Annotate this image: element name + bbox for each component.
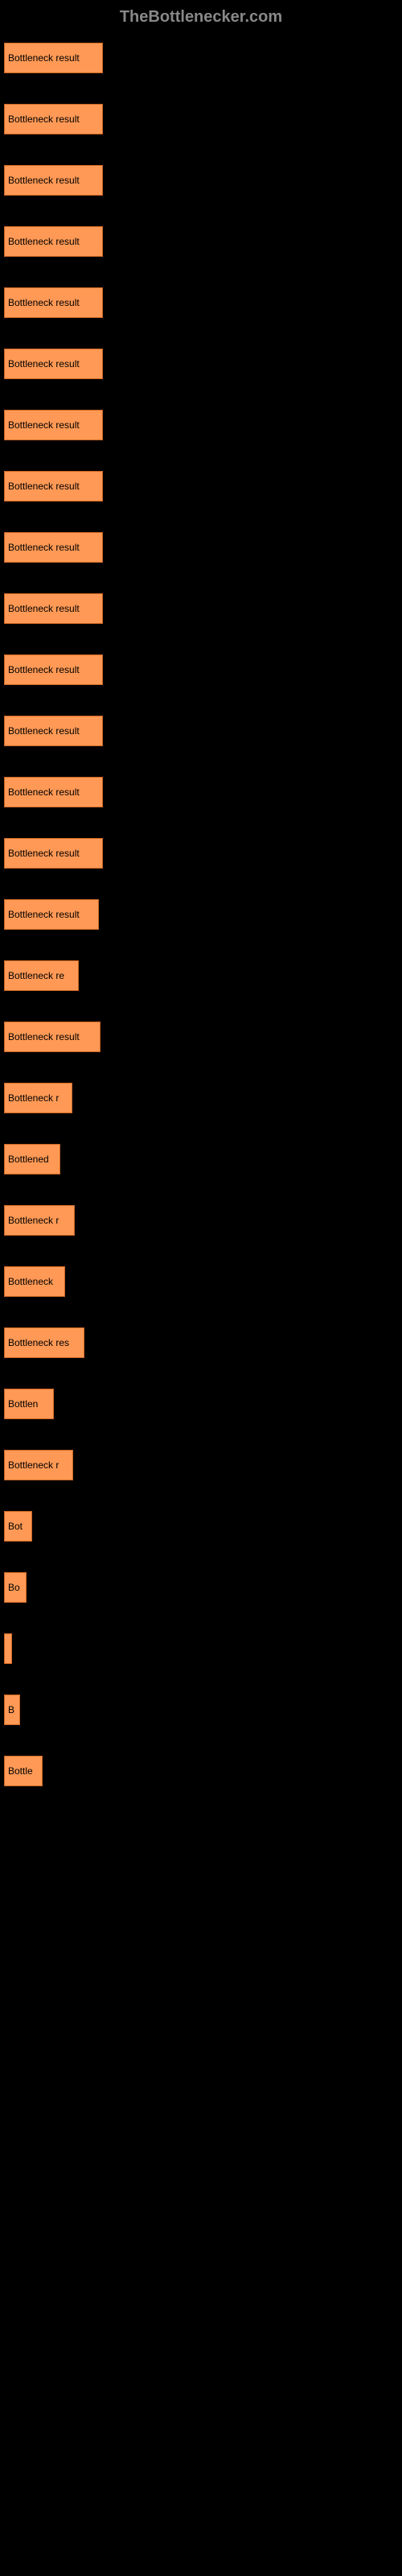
chart-bar: Bottleneck r xyxy=(4,1205,75,1236)
bar-row: Bottleneck result xyxy=(4,471,402,502)
chart-bar: Bottleneck result xyxy=(4,593,103,624)
bar-row: Bottleneck result xyxy=(4,43,402,73)
chart-bar: Bottle xyxy=(4,1756,43,1786)
bar-row: Bottleneck re xyxy=(4,960,402,991)
chart-bar: B xyxy=(4,1695,20,1725)
chart-bar xyxy=(4,1633,12,1664)
bar-row: Bottlen xyxy=(4,1389,402,1419)
site-header: TheBottlenecker.com xyxy=(0,8,402,27)
chart-bar: Bottleneck result xyxy=(4,532,103,563)
bar-row: Bottleneck result xyxy=(4,593,402,624)
chart-bar: Bottleneck res xyxy=(4,1327,84,1358)
bar-row: Bottleneck result xyxy=(4,410,402,440)
bar-row: Bottleneck result xyxy=(4,1022,402,1052)
bar-row: Bottleneck result xyxy=(4,349,402,379)
chart-bar: Bottleneck result xyxy=(4,838,103,869)
bar-row: Bottleneck xyxy=(4,1266,402,1297)
bar-row: Bottle xyxy=(4,1756,402,1786)
chart-bar: Bottleneck re xyxy=(4,960,79,991)
chart-bar: Bottleneck result xyxy=(4,104,103,134)
bar-row: Bottleneck result xyxy=(4,654,402,685)
chart-bar: Bottleneck result xyxy=(4,287,103,318)
chart-bar: Bot xyxy=(4,1511,32,1542)
chart-bar: Bottleneck result xyxy=(4,43,103,73)
site-title: TheBottlenecker.com xyxy=(120,8,282,26)
bar-row: Bo xyxy=(4,1572,402,1603)
chart-bar: Bottleneck result xyxy=(4,410,103,440)
chart-bar: Bottleneck result xyxy=(4,899,99,930)
bar-row: Bottleneck result xyxy=(4,104,402,134)
bar-row: Bottleneck result xyxy=(4,716,402,746)
chart-bar: Bottleneck result xyxy=(4,777,103,807)
bar-row: Bottleneck result xyxy=(4,165,402,196)
chart-bar: Bo xyxy=(4,1572,27,1603)
chart-bar: Bottleneck result xyxy=(4,654,103,685)
bar-row: Bottleneck r xyxy=(4,1083,402,1113)
bar-row xyxy=(4,1633,402,1664)
chart-bar: Bottleneck r xyxy=(4,1083,72,1113)
chart-bar: Bottleneck result xyxy=(4,226,103,257)
bar-row: Bottleneck res xyxy=(4,1327,402,1358)
bar-row: Bot xyxy=(4,1511,402,1542)
bar-row: Bottleneck result xyxy=(4,777,402,807)
chart-bar: Bottleneck r xyxy=(4,1450,73,1480)
chart-bar: Bottlen xyxy=(4,1389,54,1419)
bar-row: B xyxy=(4,1695,402,1725)
chart-bar: Bottleneck xyxy=(4,1266,65,1297)
bar-row: Bottlened xyxy=(4,1144,402,1174)
bar-row: Bottleneck result xyxy=(4,899,402,930)
bar-row: Bottleneck r xyxy=(4,1450,402,1480)
bar-row: Bottleneck result xyxy=(4,226,402,257)
chart-bar: Bottleneck result xyxy=(4,716,103,746)
bar-row: Bottleneck r xyxy=(4,1205,402,1236)
bar-row: Bottleneck result xyxy=(4,532,402,563)
bar-row: Bottleneck result xyxy=(4,287,402,318)
chart-bar: Bottleneck result xyxy=(4,471,103,502)
chart-bar: Bottleneck result xyxy=(4,1022,100,1052)
chart-bar: Bottlened xyxy=(4,1144,60,1174)
bar-chart: Bottleneck result Bottleneck result Bottle… xyxy=(0,43,402,1849)
chart-bar: Bottleneck result xyxy=(4,349,103,379)
bar-row: Bottleneck result xyxy=(4,838,402,869)
chart-bar: Bottleneck result xyxy=(4,165,103,196)
